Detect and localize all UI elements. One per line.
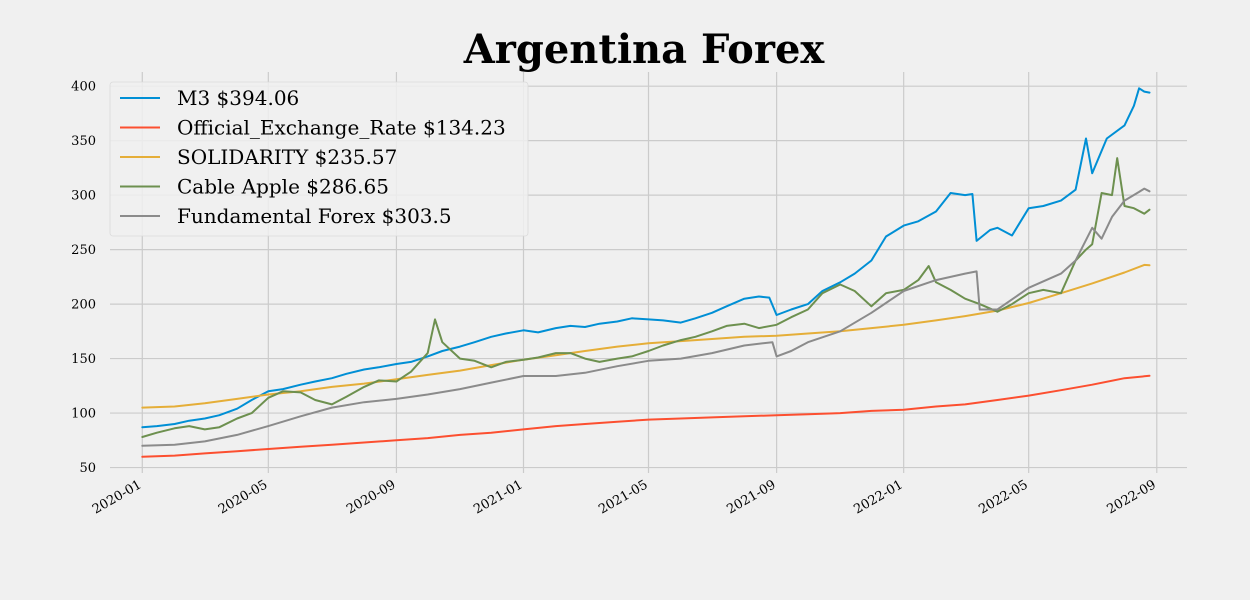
y-tick-label: 400 [71, 80, 96, 95]
series-line [141, 263, 1151, 409]
chart-title: Argentina Forex [463, 26, 826, 73]
legend-label: M3 $394.06 [177, 86, 299, 110]
x-tick-label: 2021-09 [724, 477, 778, 517]
y-axis: 50 100 150 200 250 300 350 400 [71, 80, 96, 476]
legend-label: SOLIDARITY $235.57 [177, 145, 397, 169]
x-tick-label: 2022-01 [851, 477, 905, 517]
x-tick-label: 2020-01 [90, 477, 144, 517]
y-tick-label: 200 [71, 298, 96, 313]
y-tick-label: 100 [71, 407, 96, 422]
x-tick-label: 2022-05 [976, 477, 1030, 517]
legend-label: Cable Apple $286.65 [177, 175, 389, 199]
y-tick-label: 250 [71, 243, 96, 258]
y-tick-label: 50 [79, 461, 96, 476]
legend: M3 $394.06 Official_Exchange_Rate $134.23… [109, 81, 529, 237]
y-tick-label: 300 [71, 189, 96, 204]
legend-box [109, 81, 529, 237]
x-tick-label: 2022-09 [1105, 477, 1159, 517]
y-tick-label: 350 [71, 134, 96, 149]
legend-label: Fundamental Forex $303.5 [177, 204, 452, 228]
plot-area [141, 87, 1151, 458]
x-axis: 2020-01 2020-05 2020-09 2021-01 2021-05 2021-… [90, 477, 1159, 517]
series-line [141, 87, 1151, 429]
legend-label: Official_Exchange_Rate $134.23 [177, 116, 506, 140]
y-tick-label: 150 [71, 352, 96, 367]
series-line [141, 374, 1151, 458]
x-tick-label: 2021-01 [471, 477, 525, 517]
x-tick-label: 2020-09 [344, 477, 398, 517]
series-line [141, 157, 1151, 438]
x-tick-label: 2020-05 [216, 477, 270, 517]
series-line [141, 187, 1151, 447]
x-tick-label: 2021-05 [596, 477, 650, 517]
